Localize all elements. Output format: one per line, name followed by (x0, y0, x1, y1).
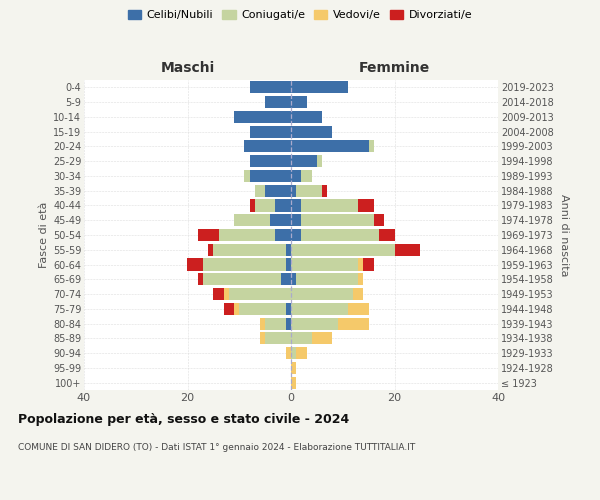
Bar (296, 347, 307, 359)
Bar (265, 96, 291, 108)
Bar (291, 170, 301, 182)
Bar (364, 258, 374, 270)
Bar (281, 273, 291, 285)
Bar (286, 244, 291, 256)
Bar (244, 140, 291, 152)
Bar (271, 214, 291, 226)
Bar (250, 200, 255, 211)
Bar (286, 347, 291, 359)
Bar (291, 258, 358, 270)
Y-axis label: Anni di nascita: Anni di nascita (559, 194, 569, 276)
Bar (234, 303, 239, 315)
Text: Femmine: Femmine (359, 61, 430, 75)
Bar (291, 200, 301, 211)
Legend: Celibi/Nubili, Coniugati/e, Vedovi/e, Divorziati/e: Celibi/Nubili, Coniugati/e, Vedovi/e, Di… (124, 6, 476, 25)
Bar (291, 273, 296, 285)
Bar (374, 214, 384, 226)
Bar (291, 244, 395, 256)
Bar (291, 82, 348, 94)
Bar (275, 200, 291, 211)
Bar (301, 170, 312, 182)
Bar (286, 303, 291, 315)
Bar (229, 288, 291, 300)
Bar (296, 273, 358, 285)
Bar (291, 318, 338, 330)
Bar (358, 273, 364, 285)
Bar (255, 184, 265, 197)
Bar (291, 96, 307, 108)
Bar (353, 288, 364, 300)
Bar (239, 303, 286, 315)
Bar (260, 318, 265, 330)
Bar (358, 258, 364, 270)
Bar (275, 229, 291, 241)
Text: Maschi: Maschi (160, 61, 215, 75)
Bar (250, 126, 291, 138)
Bar (291, 126, 332, 138)
Bar (296, 184, 322, 197)
Bar (291, 332, 312, 344)
Bar (255, 200, 275, 211)
Bar (234, 214, 271, 226)
Bar (379, 229, 395, 241)
Bar (286, 258, 291, 270)
Bar (234, 111, 291, 123)
Bar (214, 288, 224, 300)
Bar (291, 184, 296, 197)
Bar (322, 184, 327, 197)
Bar (317, 155, 322, 167)
Bar (291, 229, 301, 241)
Bar (338, 318, 368, 330)
Bar (203, 273, 281, 285)
Bar (203, 258, 286, 270)
Bar (250, 155, 291, 167)
Text: Popolazione per età, sesso e stato civile - 2024: Popolazione per età, sesso e stato civil… (18, 412, 349, 426)
Bar (265, 318, 286, 330)
Bar (265, 332, 291, 344)
Bar (224, 303, 234, 315)
Bar (358, 200, 374, 211)
Bar (218, 229, 275, 241)
Bar (301, 229, 379, 241)
Y-axis label: Fasce di età: Fasce di età (38, 202, 49, 268)
Bar (250, 82, 291, 94)
Bar (312, 332, 332, 344)
Bar (291, 155, 317, 167)
Bar (198, 273, 203, 285)
Bar (214, 244, 286, 256)
Text: COMUNE DI SAN DIDERO (TO) - Dati ISTAT 1° gennaio 2024 - Elaborazione TUTTITALIA: COMUNE DI SAN DIDERO (TO) - Dati ISTAT 1… (18, 442, 415, 452)
Bar (291, 288, 353, 300)
Bar (224, 288, 229, 300)
Bar (291, 362, 296, 374)
Bar (291, 111, 322, 123)
Bar (244, 170, 250, 182)
Bar (291, 214, 301, 226)
Bar (291, 303, 348, 315)
Bar (286, 318, 291, 330)
Bar (291, 376, 296, 388)
Bar (301, 200, 358, 211)
Bar (291, 140, 368, 152)
Bar (198, 229, 218, 241)
Bar (301, 214, 374, 226)
Bar (395, 244, 421, 256)
Bar (348, 303, 368, 315)
Bar (291, 347, 296, 359)
Bar (265, 184, 291, 197)
Bar (187, 258, 203, 270)
Bar (208, 244, 214, 256)
Bar (368, 140, 374, 152)
Bar (250, 170, 291, 182)
Bar (260, 332, 265, 344)
